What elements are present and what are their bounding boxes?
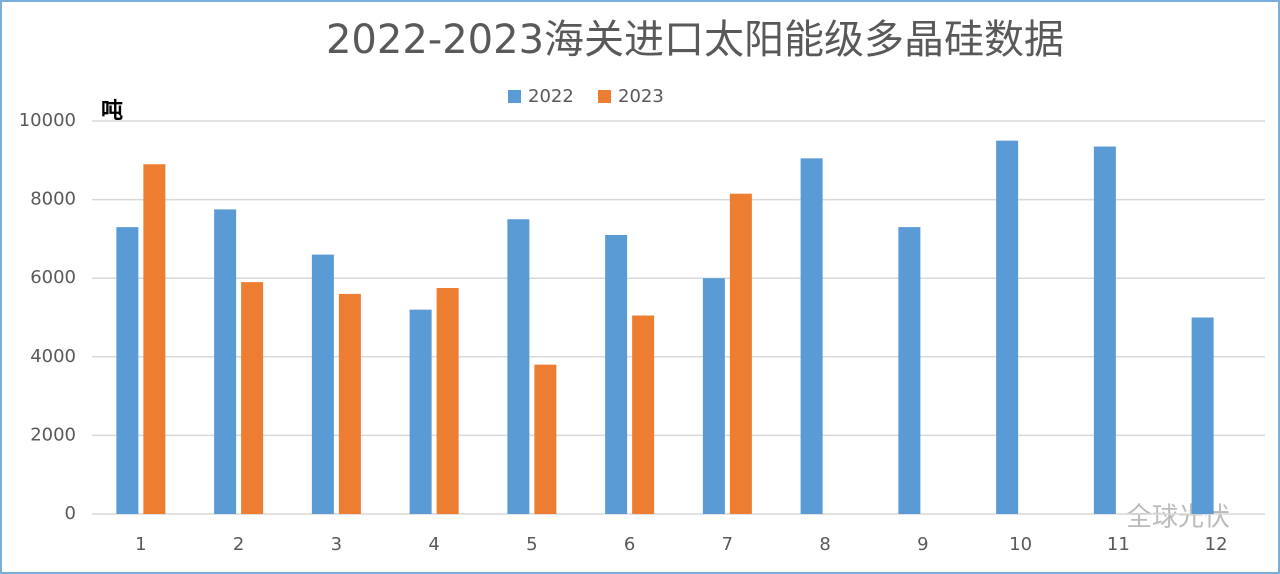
y-tick-label: 8000 bbox=[30, 189, 76, 210]
y-tick-label: 4000 bbox=[30, 346, 76, 367]
x-tick-label: 11 bbox=[1107, 534, 1130, 555]
bar bbox=[507, 219, 530, 514]
x-tick-label: 8 bbox=[819, 534, 830, 555]
bar bbox=[534, 364, 557, 514]
x-tick-label: 10 bbox=[1009, 534, 1032, 555]
bar bbox=[311, 254, 334, 514]
legend-swatch bbox=[508, 90, 521, 103]
bar bbox=[1093, 146, 1116, 515]
bar bbox=[409, 309, 432, 514]
y-tick-label: 2000 bbox=[30, 424, 76, 445]
x-tick-label: 1 bbox=[135, 534, 146, 555]
bar bbox=[214, 209, 237, 515]
bar bbox=[702, 278, 725, 514]
y-tick-label: 0 bbox=[65, 503, 76, 524]
bar bbox=[338, 293, 361, 514]
x-tick-label: 9 bbox=[917, 534, 928, 555]
x-tick-label: 5 bbox=[526, 534, 537, 555]
bar bbox=[1191, 317, 1214, 514]
bar bbox=[605, 234, 628, 514]
x-tick-label: 4 bbox=[428, 534, 439, 555]
bar bbox=[143, 164, 166, 515]
x-tick-label: 6 bbox=[624, 534, 635, 555]
y-tick-label: 6000 bbox=[30, 267, 76, 288]
unit-label: 吨 bbox=[101, 99, 123, 124]
bar bbox=[241, 282, 264, 514]
y-tick-label: 10000 bbox=[19, 110, 76, 131]
legend-swatch bbox=[598, 90, 611, 103]
bar bbox=[632, 315, 655, 514]
bar bbox=[116, 227, 139, 515]
x-tick-label: 7 bbox=[722, 534, 733, 555]
bar bbox=[800, 158, 823, 514]
legend-label: 2022 bbox=[528, 86, 574, 107]
bar bbox=[436, 288, 459, 514]
bar bbox=[729, 193, 752, 514]
x-tick-label: 2 bbox=[233, 534, 244, 555]
x-tick-label: 3 bbox=[331, 534, 342, 555]
legend-label: 2023 bbox=[618, 86, 664, 107]
watermark: 全球光伏 bbox=[1126, 503, 1230, 533]
x-tick-label: 12 bbox=[1205, 534, 1228, 555]
chart-title: 2022-2023海关进口太阳能级多晶硅数据 bbox=[326, 17, 1064, 63]
bar bbox=[996, 140, 1019, 514]
bar bbox=[898, 227, 921, 515]
